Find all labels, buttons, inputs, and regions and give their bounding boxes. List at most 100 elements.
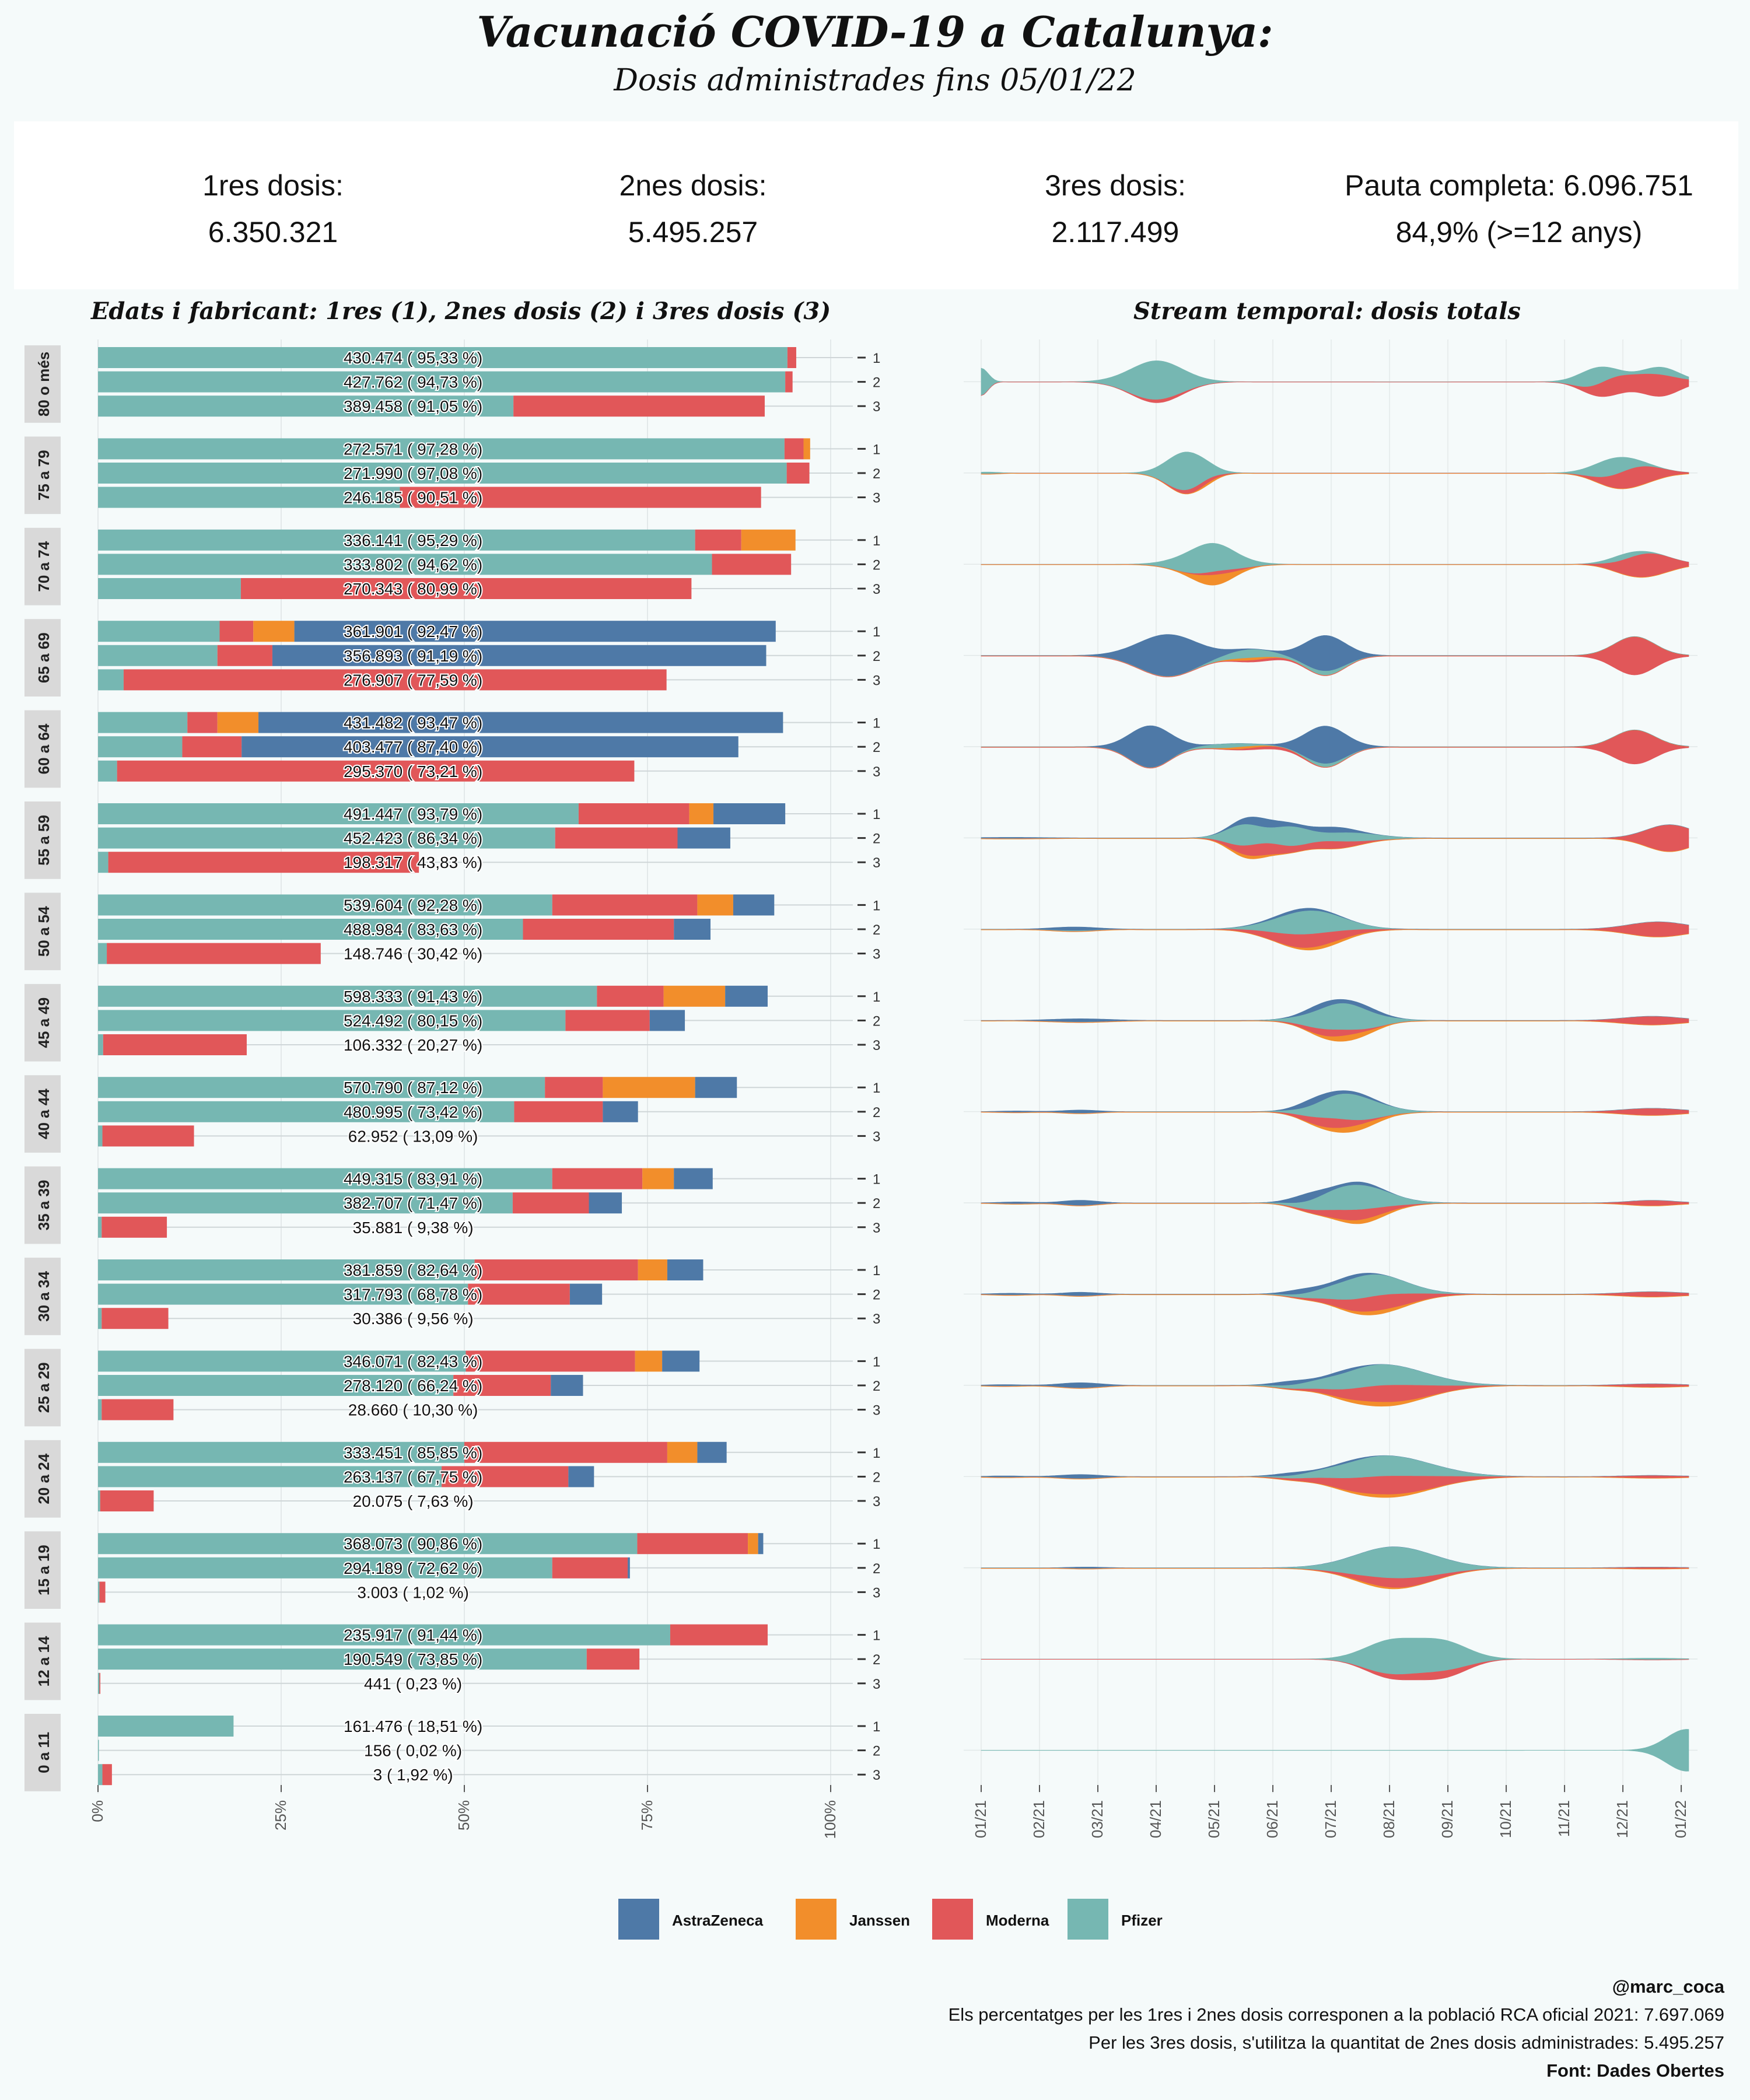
bar-value-label: 333.802 ( 94,62 %)	[344, 555, 482, 573]
bar-value-label: 30.386 ( 9,56 %)	[353, 1310, 474, 1328]
dose-label: 3	[873, 947, 880, 963]
bar-value-label: 430.474 ( 95,33 %)	[344, 349, 482, 367]
stream-area-pfizer	[981, 1003, 1689, 1030]
bar-value-label: 317.793 ( 68,78 %)	[344, 1286, 482, 1304]
stream-area-janssen	[981, 929, 1689, 951]
footnote-third-doses: Per les 3res dosis, s'utilitza la quanti…	[1088, 2032, 1724, 2053]
age-group-label: 30 a 34	[35, 1270, 52, 1321]
bar-value-label: 20.075 ( 7,63 %)	[353, 1492, 474, 1510]
bar-segment-astrazeneca	[589, 1192, 622, 1214]
stream-area-janssen	[981, 473, 1689, 495]
bar-segment-pfizer	[98, 438, 785, 460]
legend-swatch	[1068, 1899, 1108, 1940]
age-strip-bg	[24, 1440, 61, 1518]
bar-segment-pfizer	[98, 1716, 234, 1737]
dose-label: 2	[873, 922, 880, 938]
x-tick-label: 07/21	[1322, 1800, 1339, 1838]
bar-segment-pfizer	[98, 1557, 552, 1578]
bar-segment-moderna	[102, 1308, 169, 1329]
age-group-label: 0 a 11	[35, 1732, 52, 1773]
bar-segment-moderna	[102, 1399, 174, 1420]
stream-area-janssen	[981, 1020, 1689, 1042]
bar-segment-astrazeneca	[677, 827, 730, 849]
bar-segment-pfizer	[98, 1350, 466, 1372]
bar-segment-moderna	[513, 396, 765, 417]
bar-value-label: 276.907 ( 77,59 %)	[344, 671, 482, 689]
bar-segment-pfizer	[98, 1034, 103, 1055]
x-tick-label: 12/21	[1614, 1800, 1631, 1838]
stream-area-janssen	[981, 1385, 1689, 1407]
legend-label: AstraZeneca	[672, 1912, 764, 1929]
bar-segment-pfizer	[98, 943, 107, 964]
dose-label: 3	[873, 855, 880, 871]
bar-segment-moderna	[785, 371, 793, 393]
bar-segment-janssen	[635, 1350, 663, 1372]
bar-value-label: 270.343 ( 80,99 %)	[344, 580, 482, 598]
bar-segment-moderna	[466, 1350, 635, 1372]
age-group-label: 50 a 54	[35, 906, 52, 957]
dose-label: 2	[873, 1287, 880, 1303]
stream-area-janssen	[981, 1476, 1689, 1498]
bar-segment-moderna	[555, 827, 678, 849]
bar-segment-janssen	[748, 1533, 758, 1555]
bar-segment-astrazeneca	[695, 1077, 737, 1098]
bar-segment-astrazeneca	[294, 621, 776, 642]
age-strip: 50 a 54	[24, 892, 61, 971]
x-tick-label: 03/21	[1088, 1800, 1106, 1838]
bar-segment-pfizer	[98, 803, 579, 824]
bar-value-label: 480.995 ( 73,42 %)	[344, 1103, 482, 1121]
dose-label: 1	[873, 1628, 880, 1644]
dose-label: 2	[873, 1105, 880, 1121]
bar-segment-moderna	[712, 554, 792, 575]
page-title: Vacunació COVID-19 a Catalunya:	[477, 7, 1273, 57]
bar-value-label: 278.120 ( 66,24 %)	[344, 1377, 482, 1395]
bar-segment-moderna	[102, 1764, 112, 1786]
bar-segment-moderna	[102, 1125, 194, 1147]
age-strip: 25 a 29	[24, 1349, 61, 1427]
bar-segment-pfizer	[98, 1533, 638, 1555]
bar-value-label: 382.707 ( 71,47 %)	[344, 1194, 482, 1212]
stream-area-pfizer	[981, 452, 1689, 491]
dose-label: 3	[873, 1768, 880, 1783]
dose-label: 3	[873, 1403, 880, 1419]
summary-panel: 1res dosis: 6.350.321 2nes dosis: 5.495.…	[14, 121, 1738, 289]
age-strip-bg	[24, 436, 61, 514]
bar-segment-pfizer	[98, 1648, 587, 1670]
bar-segment-moderna	[187, 712, 218, 733]
bar-value-label: 28.660 ( 10,30 %)	[348, 1401, 478, 1419]
bar-value-label: 570.790 ( 87,12 %)	[344, 1079, 482, 1097]
age-group-label: 35 a 39	[35, 1180, 52, 1231]
bar-value-label: 246.185 ( 90,51 %)	[344, 489, 482, 507]
stream-area-janssen	[981, 564, 1689, 586]
dose-label: 1	[873, 1719, 880, 1735]
bar-value-label: 524.492 ( 80,15 %)	[344, 1012, 482, 1030]
dose-label: 2	[873, 1013, 880, 1029]
bar-segment-astrazeneca	[603, 1101, 638, 1122]
bar-segment-pfizer	[98, 827, 555, 849]
x-tick-label: 02/21	[1030, 1800, 1048, 1838]
age-group-label: 60 a 64	[35, 723, 52, 774]
age-group-label: 80 o més	[35, 352, 52, 416]
bar-value-label: 389.458 ( 91,05 %)	[344, 397, 482, 415]
dose-label: 1	[873, 442, 880, 457]
bar-segment-janssen	[603, 1077, 695, 1098]
age-strip: 30 a 34	[24, 1258, 61, 1335]
bar-segment-moderna	[637, 1533, 748, 1555]
x-tick-label: 08/21	[1380, 1800, 1398, 1838]
bar-segment-moderna	[108, 852, 419, 873]
bar-segment-pfizer	[98, 1101, 514, 1122]
summary-label: 1res dosis:	[202, 169, 344, 202]
x-tick-label: 04/21	[1147, 1800, 1164, 1838]
dose-label: 1	[873, 533, 880, 549]
legend-label: Janssen	[849, 1912, 911, 1929]
dose-label: 3	[873, 582, 880, 597]
bar-segment-janssen	[667, 1441, 698, 1463]
bars-chart: 0% 25% 50% 75% 100% 80 o més 1 430.474 ( 95,33 …	[24, 340, 880, 1839]
legend-label: Moderna	[986, 1912, 1049, 1929]
x-tick-label: 100%	[821, 1800, 839, 1839]
bar-value-label: 346.071 ( 82,43 %)	[344, 1352, 482, 1370]
stream-area-pfizer	[981, 1093, 1689, 1121]
stream-area-janssen	[981, 838, 1689, 859]
footnote-population: Els percentatges per les 1res i 2nes dos…	[948, 2004, 1724, 2025]
age-strip: 15 a 19	[24, 1531, 61, 1609]
